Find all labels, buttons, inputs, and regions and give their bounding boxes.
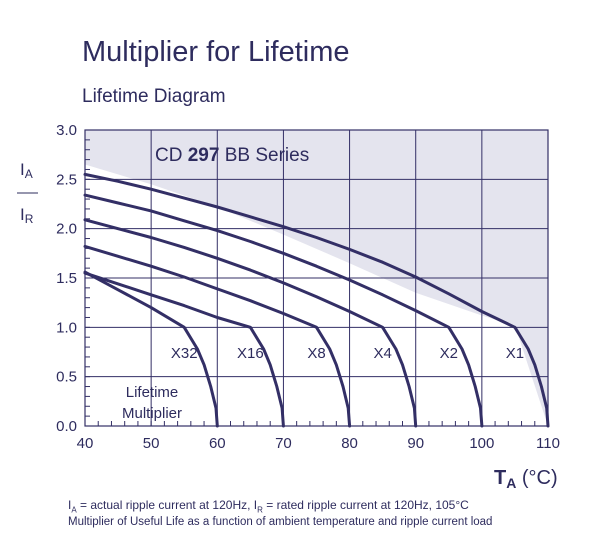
page-title: Multiplier for Lifetime [82, 36, 350, 68]
x-tick-label: 70 [275, 435, 292, 452]
y-tick-label: 0.0 [56, 418, 77, 435]
x-tick-label: 60 [209, 435, 226, 452]
footnote-description: Multiplier of Useful Life as a function … [68, 516, 493, 528]
plot-frame [84, 129, 549, 427]
curve-label-x4: X4 [373, 345, 391, 362]
curve-x8 [83, 244, 352, 428]
curve-label-x2: X2 [440, 345, 458, 362]
curve-label-x32: X32 [171, 345, 198, 362]
footnote-definitions: IA = actual ripple current at 120Hz, IR … [68, 498, 469, 514]
x-tick-label: 90 [407, 435, 424, 452]
x-tick-label: 40 [77, 435, 94, 452]
x-label-sub: A [506, 475, 516, 491]
curve-x16 [83, 271, 285, 428]
shaded-region [85, 130, 548, 426]
y-tick-label: 3.0 [56, 122, 77, 139]
x-axis-label: TA (°C) [494, 467, 558, 491]
footnote-ia: I [68, 498, 72, 512]
curve-label-x16: X16 [237, 345, 264, 362]
y-label-denominator: IR [20, 205, 34, 226]
x-tick-label: 110 [536, 435, 560, 452]
curve-x32 [83, 270, 219, 428]
curve-label-x1: X1 [506, 345, 524, 362]
x-tick-label: 50 [143, 435, 160, 452]
y-tick-label: 2.0 [56, 221, 77, 238]
y-label-num-sub: A [25, 167, 33, 181]
y-label-den-main: I [20, 205, 25, 224]
x-tick-label: 100 [469, 435, 494, 452]
curve-x4 [83, 218, 418, 428]
series-label-number: 297 [188, 145, 220, 166]
footnote-text-a: = actual ripple current at 120Hz, I [76, 498, 258, 512]
footnote-ir-sub: R [257, 505, 263, 515]
y-label-num-main: I [20, 160, 25, 179]
x-label-main: T [494, 467, 506, 489]
y-tick-label: 1.5 [56, 270, 77, 287]
y-tick-label: 2.5 [56, 171, 77, 188]
chart-subtitle: Lifetime Diagram [82, 86, 226, 107]
x-label-unit: (°C) [516, 467, 557, 489]
series-label-suffix: BB Series [219, 145, 309, 166]
x-tick-label: 80 [341, 435, 358, 452]
y-tick-label: 0.5 [56, 369, 77, 386]
footnote-ia-sub: A [71, 505, 77, 515]
y-label-numerator: IA [20, 160, 33, 181]
series-label: CD 297 BB Series [155, 145, 309, 166]
y-label-den-sub: R [25, 212, 34, 226]
curve-label-x8: X8 [307, 345, 325, 362]
footnote-text-b: = rated ripple current at 120Hz, 105°C [262, 498, 469, 512]
series-label-prefix: CD [155, 145, 188, 166]
legend-title-line2: Multiplier [122, 405, 182, 422]
curve-x1 [83, 172, 550, 428]
legend-title-line1: Lifetime [126, 384, 179, 401]
y-tick-label: 1.0 [56, 319, 77, 336]
curve-x2 [83, 193, 484, 428]
